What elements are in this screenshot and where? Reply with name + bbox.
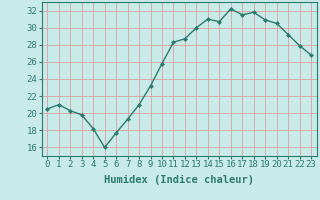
- X-axis label: Humidex (Indice chaleur): Humidex (Indice chaleur): [104, 175, 254, 185]
